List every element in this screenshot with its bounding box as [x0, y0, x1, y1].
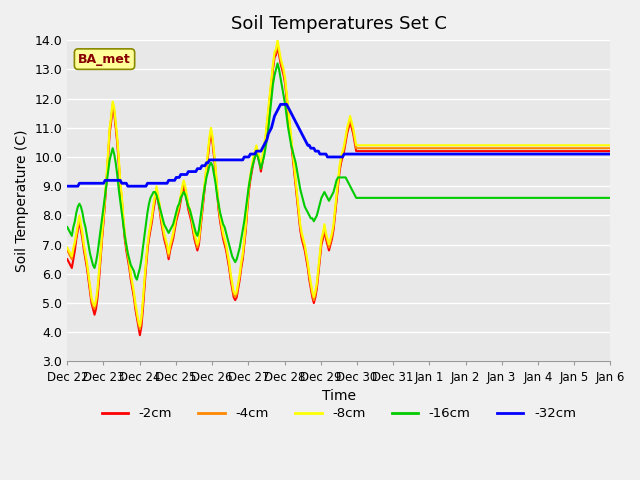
-32cm — [225, 157, 233, 163]
Line: -4cm: -4cm — [67, 43, 611, 329]
-32cm — [303, 140, 310, 145]
Line: -32cm: -32cm — [67, 104, 611, 186]
-8cm — [227, 271, 234, 276]
-32cm — [130, 183, 138, 189]
-4cm — [63, 248, 71, 253]
-4cm — [245, 186, 253, 192]
-4cm — [607, 145, 614, 151]
-4cm — [579, 145, 587, 151]
-4cm — [227, 274, 234, 280]
-4cm — [274, 40, 282, 46]
-16cm — [227, 248, 234, 253]
-32cm — [578, 151, 586, 157]
Legend: -2cm, -4cm, -8cm, -16cm, -32cm: -2cm, -4cm, -8cm, -16cm, -32cm — [97, 402, 581, 426]
-16cm — [254, 154, 262, 160]
-32cm — [276, 101, 284, 107]
-16cm — [607, 195, 614, 201]
-32cm — [243, 154, 251, 160]
-8cm — [274, 37, 282, 43]
-16cm — [579, 195, 587, 201]
-2cm — [227, 277, 234, 283]
-2cm — [254, 154, 262, 160]
-32cm — [63, 183, 71, 189]
-4cm — [130, 291, 138, 297]
-32cm — [253, 148, 260, 154]
Line: -16cm: -16cm — [67, 63, 611, 280]
-32cm — [607, 151, 614, 157]
-16cm — [304, 210, 312, 216]
-16cm — [63, 224, 71, 230]
-2cm — [136, 332, 144, 338]
-8cm — [304, 259, 312, 265]
-8cm — [63, 245, 71, 251]
Line: -8cm: -8cm — [67, 40, 611, 326]
-8cm — [254, 148, 262, 154]
-8cm — [130, 288, 138, 294]
-16cm — [245, 183, 253, 189]
-16cm — [274, 60, 282, 66]
-8cm — [579, 143, 587, 148]
-8cm — [136, 324, 144, 329]
-4cm — [304, 262, 312, 268]
Text: BA_met: BA_met — [78, 53, 131, 66]
-2cm — [304, 265, 312, 271]
-2cm — [607, 148, 614, 154]
-2cm — [274, 43, 282, 49]
-16cm — [133, 277, 141, 283]
-2cm — [579, 148, 587, 154]
-2cm — [63, 256, 71, 262]
-8cm — [245, 183, 253, 189]
X-axis label: Time: Time — [322, 389, 356, 403]
-2cm — [245, 189, 253, 195]
Line: -2cm: -2cm — [67, 46, 611, 335]
-2cm — [130, 294, 138, 300]
-16cm — [130, 268, 138, 274]
-8cm — [607, 143, 614, 148]
Y-axis label: Soil Temperature (C): Soil Temperature (C) — [15, 130, 29, 272]
-4cm — [254, 151, 262, 157]
-4cm — [136, 326, 144, 332]
Title: Soil Temperatures Set C: Soil Temperatures Set C — [231, 15, 447, 33]
